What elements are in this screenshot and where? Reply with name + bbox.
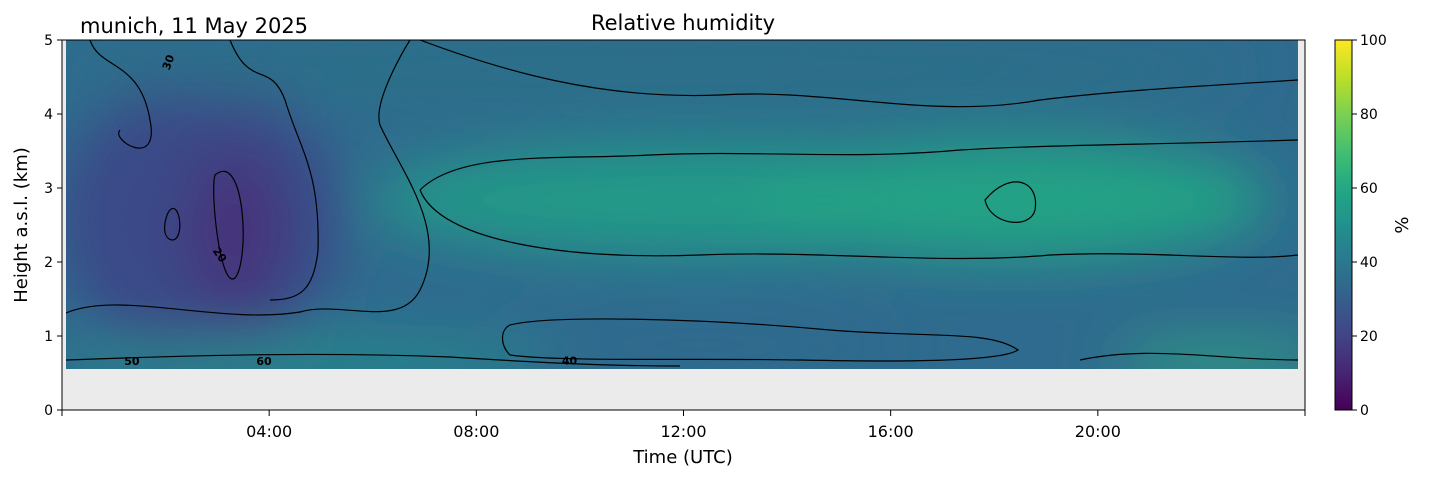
x-tick-label: 12:00	[660, 422, 706, 441]
y-tick-label: 5	[44, 33, 53, 49]
y-tick-label: 3	[44, 181, 53, 197]
y-tick-label: 1	[44, 329, 53, 345]
colorbar-tick-label: 80	[1360, 107, 1378, 123]
contour-lines	[66, 40, 1298, 367]
y-tick-label: 0	[44, 403, 53, 419]
x-axis-ticks: 04:00 08:00 12:00 16:00 20:00	[61, 410, 1306, 441]
x-axis-label: Time (UTC)	[632, 447, 733, 468]
x-tick-label: 20:00	[1075, 422, 1121, 441]
contour-label: 50	[124, 355, 140, 368]
contour-label: 40	[562, 354, 578, 367]
colorbar-tick-label: 40	[1360, 255, 1378, 271]
contour-label: 60	[256, 355, 272, 368]
colorbar-tick-label: 0	[1360, 403, 1369, 419]
x-tick-label: 04:00	[246, 422, 292, 441]
colorbar-tick-label: 100	[1360, 33, 1387, 49]
colorbar	[1334, 39, 1353, 411]
subtitle: munich, 11 May 2025	[80, 14, 308, 38]
humidity-field	[66, 40, 1298, 369]
y-tick-label: 2	[44, 255, 53, 271]
y-tick-label: 4	[44, 107, 53, 123]
x-tick-label: 16:00	[868, 422, 914, 441]
y-axis-ticks: 0 1 2 3 4 5	[44, 33, 62, 419]
colorbar-label: %	[1392, 216, 1413, 233]
colorbar-ticks: 0 20 40 60 80 100	[1352, 33, 1387, 419]
colorbar-tick-label: 60	[1360, 181, 1378, 197]
y-axis-label: Height a.s.l. (km)	[11, 147, 32, 303]
chart-title: Relative humidity	[591, 11, 775, 35]
colorbar-tick-label: 20	[1360, 329, 1378, 345]
contour-label: 30	[160, 53, 178, 72]
x-tick-label: 08:00	[453, 422, 499, 441]
